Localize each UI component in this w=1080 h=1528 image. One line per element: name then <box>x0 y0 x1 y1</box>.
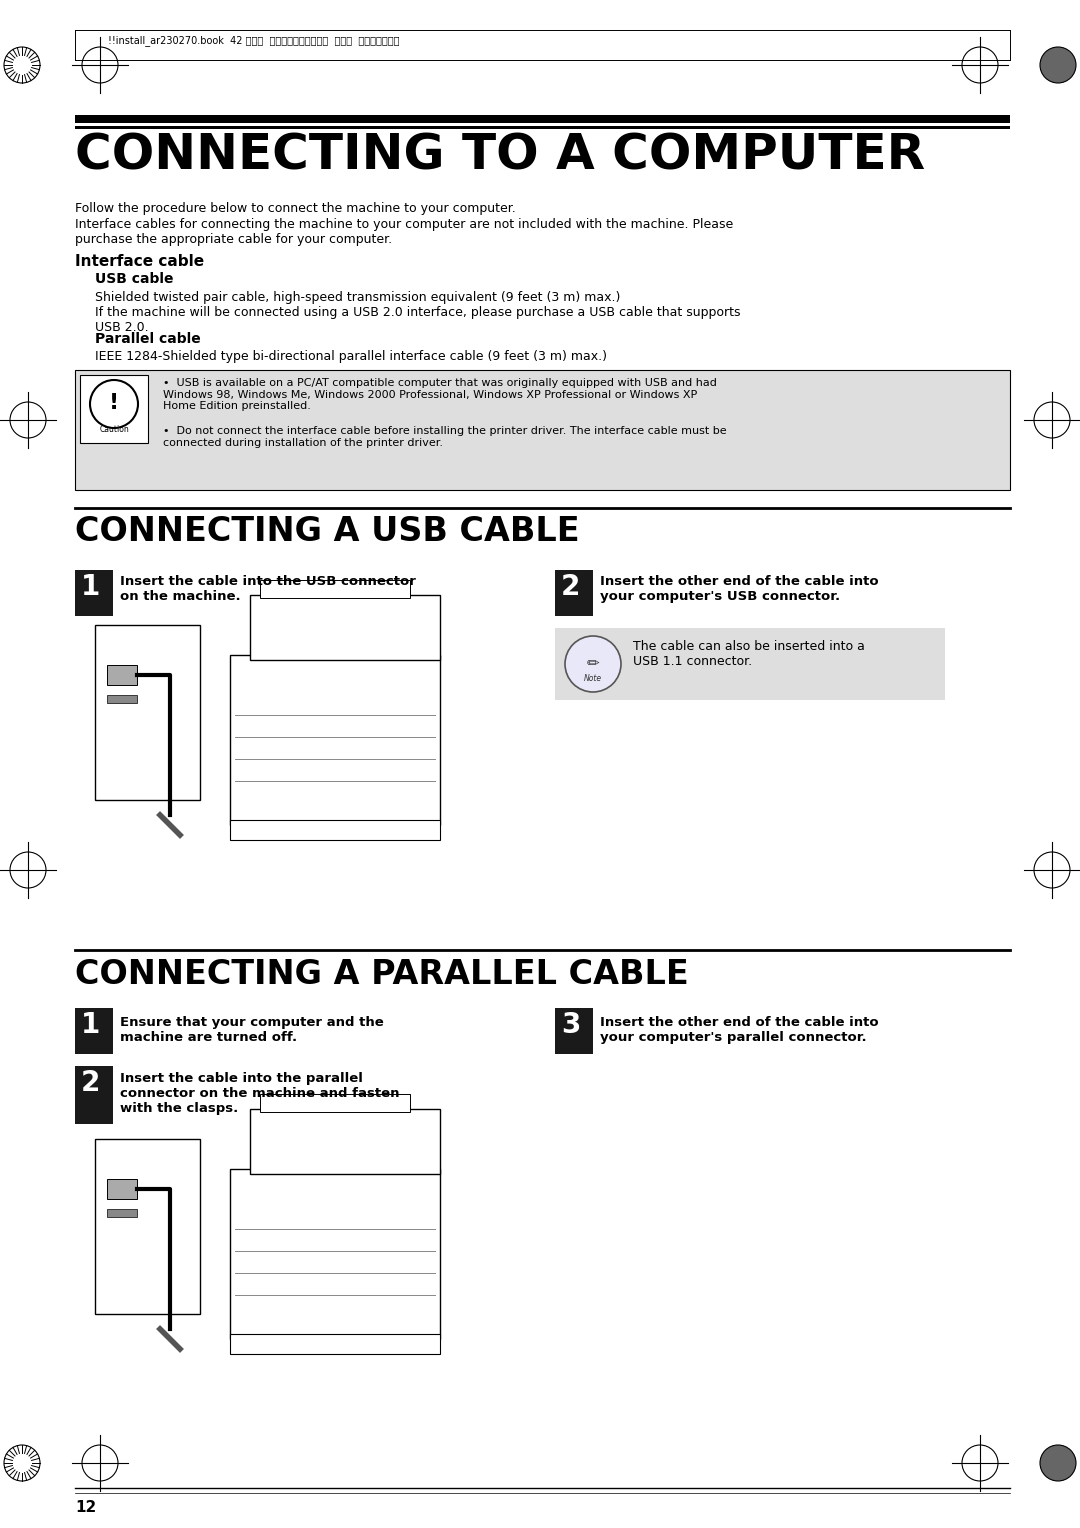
Text: Note: Note <box>584 674 602 683</box>
Circle shape <box>565 636 621 692</box>
Bar <box>80 374 148 443</box>
Text: Insert the cable into the USB connector
on the machine.: Insert the cable into the USB connector … <box>120 575 416 604</box>
Bar <box>107 1209 137 1216</box>
Bar <box>230 821 440 840</box>
Text: 3: 3 <box>561 1012 580 1039</box>
Text: 2: 2 <box>81 1070 100 1097</box>
Bar <box>75 1008 113 1054</box>
Text: Insert the cable into the parallel
connector on the machine and fasten
with the : Insert the cable into the parallel conne… <box>120 1073 400 1115</box>
Bar <box>75 570 525 616</box>
Text: !: ! <box>109 393 119 413</box>
Bar <box>75 1067 525 1125</box>
Bar <box>249 594 440 660</box>
Text: Follow the procedure below to connect the machine to your computer.: Follow the procedure below to connect th… <box>75 202 516 215</box>
Bar <box>230 1334 440 1354</box>
Bar <box>260 581 410 597</box>
Bar <box>113 1008 525 1054</box>
Bar <box>113 1067 525 1125</box>
Text: •  USB is available on a PC/AT compatible computer that was originally equipped : • USB is available on a PC/AT compatible… <box>163 377 717 411</box>
Circle shape <box>10 853 46 888</box>
Text: IEEE 1284-Shielded type bi-directional parallel interface cable (9 feet (3 m) ma: IEEE 1284-Shielded type bi-directional p… <box>95 350 607 364</box>
Bar <box>555 570 593 616</box>
Circle shape <box>10 402 46 439</box>
Circle shape <box>1034 853 1070 888</box>
Circle shape <box>1040 1445 1076 1481</box>
Bar <box>95 1138 200 1314</box>
Bar <box>107 665 137 685</box>
Text: CONNECTING TO A COMPUTER: CONNECTING TO A COMPUTER <box>75 131 926 180</box>
Text: Shielded twisted pair cable, high-speed transmission equivalent (9 feet (3 m) ma: Shielded twisted pair cable, high-speed … <box>95 290 620 304</box>
Bar <box>75 125 1010 128</box>
Circle shape <box>962 47 998 83</box>
Text: CONNECTING A PARALLEL CABLE: CONNECTING A PARALLEL CABLE <box>75 958 689 992</box>
Text: !!install_ar230270.book  42 ページ  ２００４年２月１９日  木曜日  午後１時１７分: !!install_ar230270.book 42 ページ ２００４年２月１９… <box>108 35 400 46</box>
Bar <box>593 1008 1010 1054</box>
Bar <box>113 570 525 616</box>
Bar <box>555 1008 1010 1054</box>
Bar <box>75 1008 525 1054</box>
Text: Parallel cable: Parallel cable <box>95 332 201 345</box>
Bar <box>230 656 440 825</box>
Circle shape <box>90 380 138 428</box>
Circle shape <box>4 1445 40 1481</box>
Text: If the machine will be connected using a USB 2.0 interface, please purchase a US: If the machine will be connected using a… <box>95 306 741 335</box>
Text: Insert the other end of the cable into
your computer's parallel connector.: Insert the other end of the cable into y… <box>600 1016 879 1044</box>
Text: Ensure that your computer and the
machine are turned off.: Ensure that your computer and the machin… <box>120 1016 383 1044</box>
Bar <box>249 1109 440 1174</box>
Bar <box>75 570 113 616</box>
Text: 1: 1 <box>81 573 100 601</box>
Bar <box>107 1180 137 1199</box>
Circle shape <box>962 1445 998 1481</box>
Bar <box>593 570 1010 616</box>
Text: USB cable: USB cable <box>95 272 174 286</box>
Text: The cable can also be inserted into a
USB 1.1 connector.: The cable can also be inserted into a US… <box>633 640 865 668</box>
Circle shape <box>4 47 40 83</box>
Bar <box>260 1094 410 1112</box>
Circle shape <box>82 47 118 83</box>
Circle shape <box>82 1445 118 1481</box>
Text: Interface cable: Interface cable <box>75 254 204 269</box>
Text: 1: 1 <box>81 1012 100 1039</box>
Text: ✏: ✏ <box>586 656 599 671</box>
Text: Caution: Caution <box>99 425 129 434</box>
Bar <box>555 1008 593 1054</box>
Bar <box>75 1067 113 1125</box>
Bar <box>230 1169 440 1339</box>
Text: Insert the other end of the cable into
your computer's USB connector.: Insert the other end of the cable into y… <box>600 575 879 604</box>
Bar <box>555 570 1010 616</box>
Text: Interface cables for connecting the machine to your computer are not included wi: Interface cables for connecting the mach… <box>75 219 733 246</box>
Circle shape <box>1034 402 1070 439</box>
Text: •  Do not connect the interface cable before installing the printer driver. The : • Do not connect the interface cable bef… <box>163 426 727 448</box>
Text: 2: 2 <box>561 573 580 601</box>
Bar <box>75 370 1010 490</box>
Bar <box>107 695 137 703</box>
Bar <box>75 115 1010 122</box>
Text: CONNECTING A USB CABLE: CONNECTING A USB CABLE <box>75 515 580 549</box>
Circle shape <box>1040 47 1076 83</box>
Text: 12: 12 <box>75 1500 96 1514</box>
Bar <box>95 625 200 801</box>
Bar <box>555 628 945 700</box>
